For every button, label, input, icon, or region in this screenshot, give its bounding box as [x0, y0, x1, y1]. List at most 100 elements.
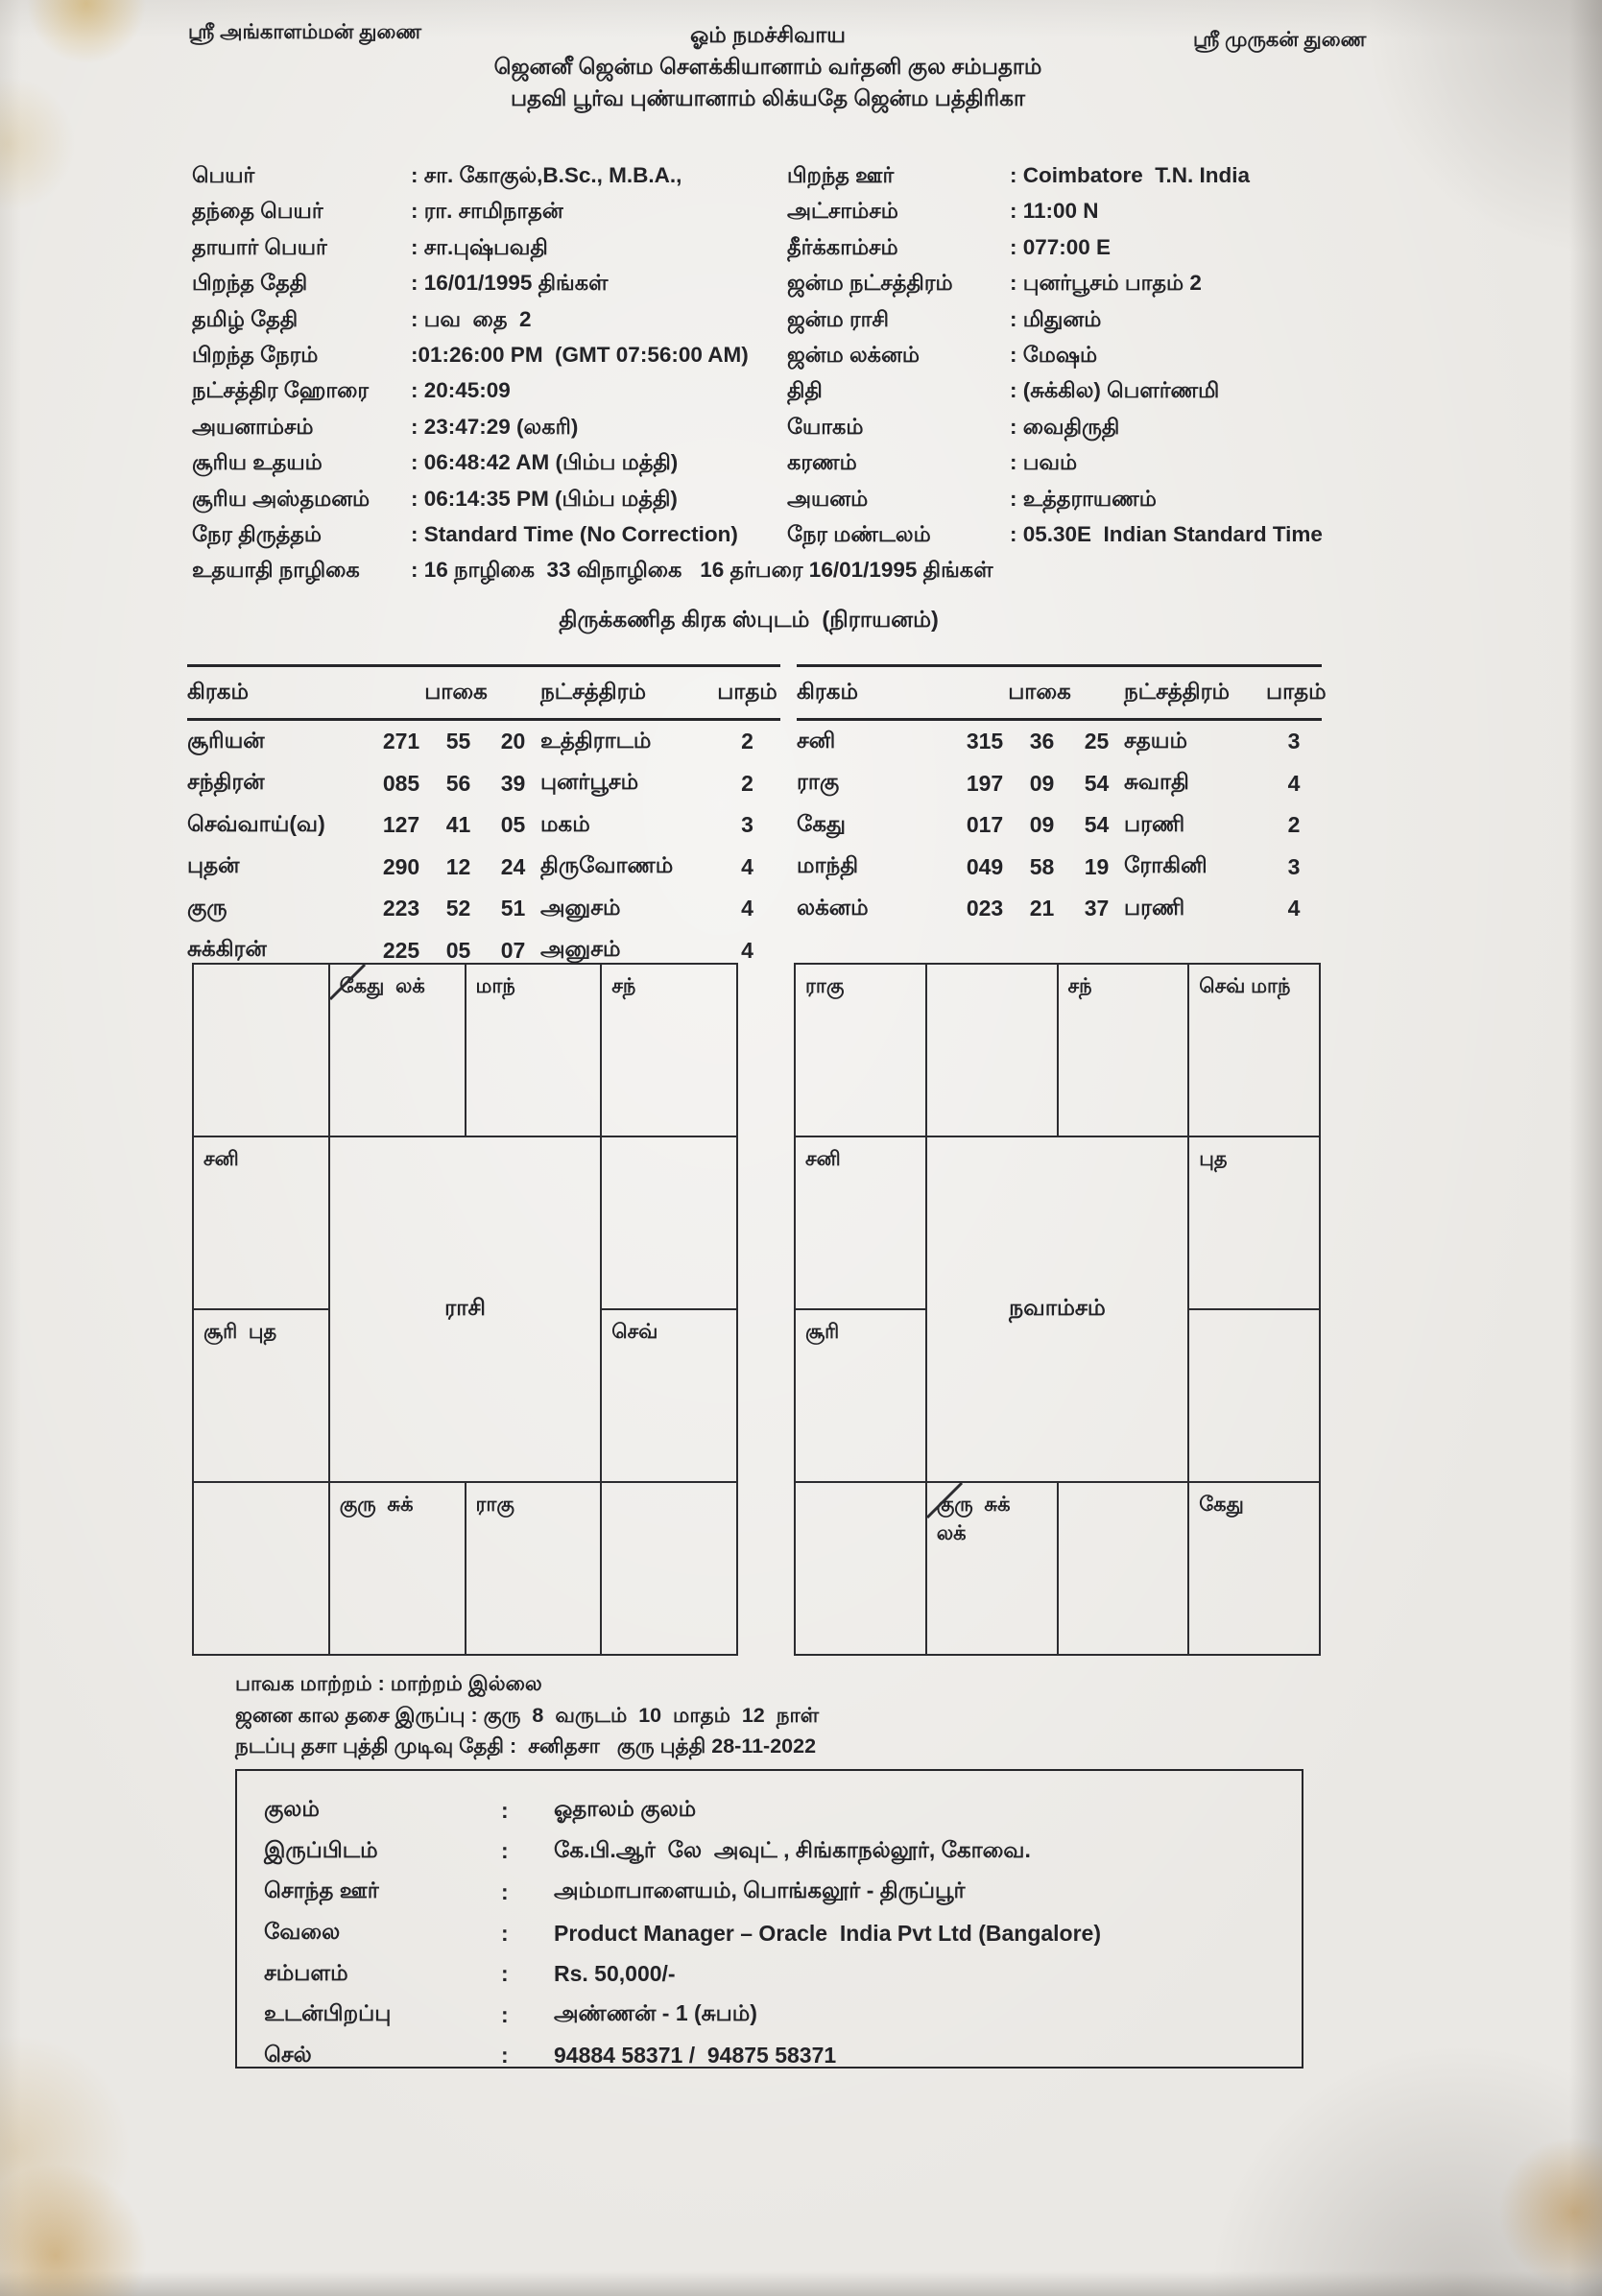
degree-value: 127: [382, 812, 420, 838]
degree-value: 39: [500, 770, 526, 796]
chart-cell-text: சனி: [805, 1148, 841, 1170]
degree-value: 225: [382, 937, 420, 963]
nakshatra-name: சதயம்: [1124, 727, 1187, 753]
nakshatra-name: அனுசம்: [540, 936, 621, 962]
chart-cell-text: சூரி புத: [203, 1321, 277, 1343]
detail-value: : 23:47:29 (லகரி): [411, 414, 579, 439]
degree-value: 223: [382, 896, 420, 921]
nakshatra-name: ரோகினி: [1124, 852, 1207, 878]
detail-row: பிறந்த தேதி : 16/01/1995 திங்கள்: [192, 271, 1401, 306]
chart-cell: சூரி: [795, 1309, 926, 1482]
chart-cell-text: சனி: [203, 1148, 239, 1170]
navamsam-chart: ராகு சந் செவ் மாந் சனி புத சூரி குரு சுக் லக் கே…: [794, 963, 1321, 1656]
padam-value: 4: [741, 853, 753, 879]
chart-cell-text: சந்: [611, 975, 636, 997]
chart-cell: சந்: [1057, 964, 1189, 1136]
info-separator: :: [501, 1878, 509, 1904]
detail-row: யோகம்: வைதிருதி: [787, 415, 1401, 450]
detail-value: : பவம்: [1010, 450, 1078, 475]
info-separator: :: [501, 1961, 509, 1987]
chart-cell-text: செவ் மாந்: [1199, 975, 1291, 997]
detail-value: : 16/01/1995 திங்கள்: [411, 271, 609, 296]
detail-label: அட்சாம்சம்: [787, 199, 898, 224]
planet-name: குரு: [187, 894, 227, 920]
info-value: Product Manager – Oracle India Pvt Ltd (…: [554, 1920, 1102, 1946]
detail-row: கரணம் : பவம்: [787, 450, 1401, 486]
info-value: 94884 58371 / 94875 58371: [554, 2043, 837, 2069]
planet-table-header: கிரகம் பாகை நட்சத்திரம் பாதம்: [187, 664, 780, 721]
chart-cell-text: குரு சுக்: [936, 1494, 1011, 1516]
detail-value: : மிதுனம்: [1010, 306, 1102, 331]
degree-value: 41: [445, 812, 471, 838]
planet-table-right: கிரகம் பாகை நட்சத்திரம் பாதம் சனி 315 36 25…: [797, 664, 1327, 930]
detail-row: நேர மண்டலம்: 05.30E Indian Standard Time: [787, 522, 1401, 558]
chart-cell-text: கேது லக்: [339, 975, 425, 997]
detail-label: பெயர்: [192, 163, 255, 187]
planet-row: மாந்தி 049 58 19 ரோகினி 3: [797, 847, 1322, 889]
degree-value: 05: [445, 937, 471, 963]
degree-value: 55: [445, 729, 471, 754]
detail-value: : 077:00 E: [1010, 234, 1112, 259]
chart-cell: [795, 1482, 926, 1655]
birth-dasa-balance-line: ஜனன கால தசை இருப்பு : குரு 8 வருடம் 10 ம…: [235, 1703, 820, 1727]
chart-cell: சனி: [193, 1136, 329, 1309]
chart-cell-text: லக்: [936, 1522, 967, 1544]
detail-value: : 16 நாழிகை 33 விநாழிகை 16 தர்பரை 16/01/…: [411, 558, 993, 583]
detail-row: ஜன்ம லக்னம்: மேஷம்: [787, 343, 1401, 378]
nakshatra-name: அனுசம்: [540, 894, 621, 920]
detail-row: அயனம்: உத்தராயணம்: [787, 487, 1401, 522]
degree-value: 197: [966, 770, 1004, 796]
degree-value: 51: [500, 896, 526, 921]
detail-value: : 05.30E Indian Standard Time: [1010, 521, 1323, 546]
detail-label: பிறந்த தேதி: [192, 271, 308, 296]
degree-value: 58: [1029, 853, 1055, 879]
planet-name: சந்திரன்: [187, 769, 265, 795]
detail-row: அயனாம்சம் : 23:47:29 (லகரி): [192, 415, 1401, 450]
padam-value: 2: [741, 729, 753, 754]
planet-table-header: கிரகம் பாகை நட்சத்திரம் பாதம்: [797, 664, 1327, 721]
nakshatra-name: சுவாதி: [1124, 769, 1189, 795]
degree-value: 315: [966, 729, 1004, 754]
chart-cell: கேது: [1188, 1482, 1320, 1655]
chart-cell: சனி: [795, 1136, 926, 1309]
detail-row: திதி: (சுக்கில) பௌர்ணமி: [787, 378, 1401, 414]
detail-label: கரணம்: [787, 450, 857, 475]
degree-value: 21: [1029, 896, 1055, 921]
document-header: ஓம் நமச்சிவாய ஜெனனீ ஜென்ம சௌக்கியானாம் வ…: [0, 19, 1536, 114]
chart-cell: ராகு: [465, 1482, 602, 1655]
planet-row: கேது 017 09 54 பரணி 2: [797, 804, 1322, 847]
planet-row: சந்திரன் 085 56 39 புனர்பூசம் 2: [187, 763, 780, 805]
detail-value: :01:26:00 PM (GMT 07:56:00 AM): [411, 342, 749, 367]
info-row: செல்: 94884 58371 / 94875 58371: [237, 2036, 1302, 2077]
chart-cell-text: ராகு: [475, 1494, 514, 1516]
detail-row: நேர திருத்தம்: Standard Time (No Correct…: [192, 522, 1401, 558]
detail-label: அயனாம்சம்: [192, 414, 314, 439]
degree-value: 09: [1029, 812, 1055, 838]
detail-value: : சா.புஷ்பவதி: [411, 234, 548, 259]
padam-value: 3: [1287, 729, 1301, 754]
info-separator: :: [501, 1797, 509, 1823]
chart-cell: கேது லக்: [328, 963, 466, 1136]
chart-cell-text: ராகு: [805, 975, 845, 997]
degree-value: 271: [382, 729, 420, 754]
degree-value: 023: [966, 896, 1004, 921]
chart-title: ராசி: [328, 1136, 602, 1482]
padam-value: 2: [1287, 812, 1301, 838]
planet-row: சூரியன் 271 55 20 உத்திராடம் 2: [187, 721, 780, 763]
planet-name: சுக்கிரன்: [187, 936, 267, 962]
degree-value: 54: [1084, 812, 1110, 838]
padam-value: 4: [741, 937, 753, 963]
detail-row: பிறந்த நேரம்:01:26:00 PM (GMT 07:56:00 A…: [192, 343, 1401, 378]
info-label: வேலை: [264, 1919, 341, 1945]
planet-name: மாந்தி: [797, 852, 859, 878]
planet-table-title: திருக்கணித கிரக ஸ்புடம் (நிராயனம்): [559, 607, 939, 632]
detail-row: பிறந்த ஊர்: Coimbatore T.N. India: [787, 163, 1401, 199]
info-row: உடன்பிறப்பு: அண்ணன் - 1 (சுபம்): [237, 1995, 1302, 2036]
planet-row: சனி 315 36 25 சதயம் 3: [797, 721, 1322, 763]
chart-cell-text: மாந்: [475, 975, 515, 997]
info-label: குலம்: [264, 1796, 320, 1822]
detail-row: ஜன்ம ராசி: மிதுனம்: [787, 307, 1401, 343]
dasa-summary: பாவக மாற்றம் : மாற்றம் இல்லை ஜனன கால தசை…: [235, 1668, 819, 1762]
detail-row: ஜன்ம நட்சத்திரம்: புனர்பூசம் பாதம் 2: [787, 271, 1401, 306]
info-label: செல்: [264, 2041, 312, 2067]
